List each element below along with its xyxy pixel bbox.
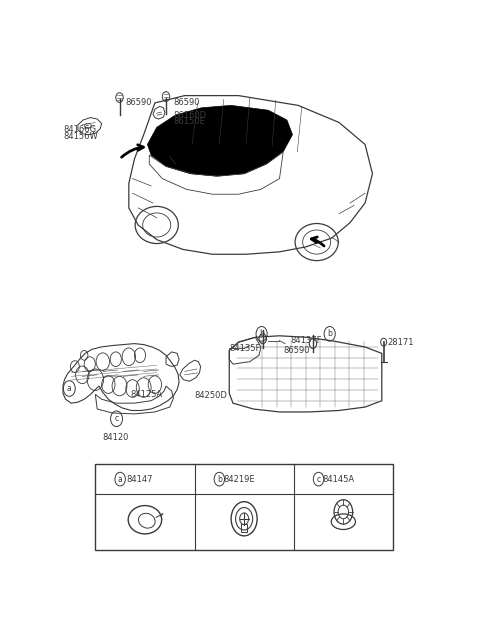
Text: 84156W: 84156W: [64, 132, 98, 141]
Bar: [96, 464, 393, 550]
Text: 86590: 86590: [283, 346, 310, 355]
Text: 84219E: 84219E: [223, 475, 255, 484]
Text: c: c: [115, 414, 119, 424]
Text: 86150E: 86150E: [173, 117, 205, 126]
Polygon shape: [147, 105, 292, 176]
Bar: [241, 524, 247, 533]
Text: a: a: [118, 475, 122, 484]
Text: c: c: [316, 475, 321, 484]
Text: 86590: 86590: [125, 98, 152, 107]
Text: 84166G: 84166G: [64, 126, 97, 134]
Text: 84120: 84120: [103, 433, 129, 442]
Text: 84250D: 84250D: [194, 391, 227, 400]
Text: 84125A: 84125A: [131, 390, 163, 399]
Text: 84145A: 84145A: [322, 475, 354, 484]
Text: a: a: [67, 384, 72, 393]
Text: 84147: 84147: [127, 475, 153, 484]
Text: 28171: 28171: [387, 338, 414, 347]
Text: 86590: 86590: [173, 98, 200, 107]
Text: b: b: [259, 329, 264, 339]
Text: 86160D: 86160D: [173, 111, 206, 120]
Text: 84135F: 84135F: [229, 344, 261, 353]
Text: b: b: [217, 475, 222, 484]
Text: b: b: [327, 329, 332, 339]
Text: 84137F: 84137F: [290, 336, 322, 345]
